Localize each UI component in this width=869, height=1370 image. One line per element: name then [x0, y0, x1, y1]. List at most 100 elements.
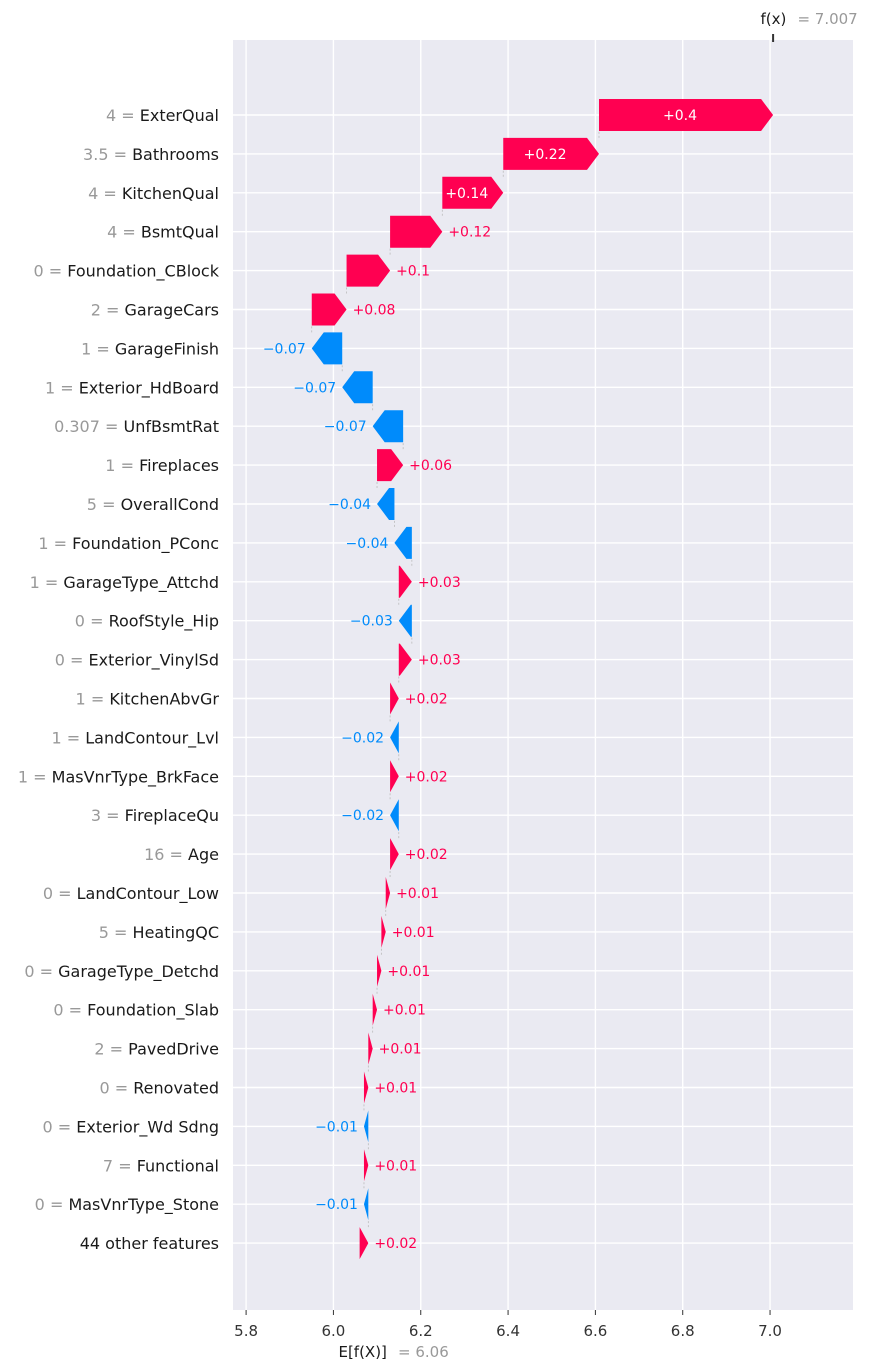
feature-label-7: 1 = Exterior_HdBoard	[45, 378, 219, 398]
bar-4	[346, 254, 391, 287]
feature-name-9: Fireplaces	[139, 456, 219, 475]
feature-value-12: 1 =	[30, 573, 64, 592]
feature-value-6: 1 =	[81, 339, 115, 358]
bar-3	[390, 215, 443, 248]
bar-value-label-8: −0.07	[324, 419, 367, 435]
feature-name-25: Renovated	[133, 1079, 219, 1098]
bar-12	[398, 565, 412, 598]
feature-name-1: Bathrooms	[132, 145, 219, 164]
bar-value-label-27: +0.01	[374, 1158, 417, 1174]
feature-label-15: 1 = KitchenAbvGr	[76, 690, 220, 709]
bar-value-label-14: +0.03	[418, 653, 461, 669]
feature-name-7: Exterior_HdBoard	[79, 378, 219, 398]
feature-value-20: 0 =	[43, 884, 77, 903]
feature-label-13: 0 = RoofStyle_Hip	[75, 612, 219, 632]
feature-value-17: 1 =	[18, 767, 52, 786]
feature-name-23: Foundation_Slab	[87, 1001, 219, 1021]
feature-label-22: 0 = GarageType_Detchd	[24, 962, 219, 982]
waterfall-bars: +0.4 +0.22 +0.14 +0.12 +0.1 +0.08 −0.07 −0.07 −0…	[263, 99, 774, 1260]
feature-value-23: 0 =	[53, 1001, 87, 1020]
bar-value-label-29: +0.02	[374, 1236, 417, 1252]
bar-27	[363, 1149, 369, 1182]
feature-name-26: Exterior_Wd Sdng	[76, 1117, 219, 1137]
feature-label-11: 1 = Foundation_PConc	[38, 534, 219, 554]
feature-name-17: MasVnrType_BrkFace	[52, 767, 219, 787]
bar-value-label-20: +0.01	[396, 886, 439, 902]
feature-name-24: PavedDrive	[128, 1040, 219, 1059]
feature-name-29: 44 other features	[80, 1234, 219, 1253]
feature-value-1: 3.5 =	[83, 145, 132, 164]
bar-value-label-19: +0.02	[405, 847, 448, 863]
bar-28	[363, 1188, 369, 1221]
feature-value-8: 0.307 =	[54, 417, 123, 436]
feature-label-2: 4 = KitchenQual	[88, 184, 219, 203]
x-tick-label-0: 5.8	[234, 1322, 258, 1340]
bar-6	[311, 332, 343, 365]
feature-name-16: LandContour_Lvl	[85, 728, 219, 748]
feature-value-9: 1 =	[105, 456, 139, 475]
bar-19	[390, 838, 399, 871]
bar-value-label-5: +0.08	[353, 303, 396, 319]
feature-value-27: 7 =	[103, 1156, 137, 1175]
feature-value-22: 0 =	[24, 962, 58, 981]
bar-value-label-18: −0.02	[341, 808, 384, 824]
feature-name-27: Functional	[137, 1156, 219, 1175]
feature-label-19: 16 = Age	[144, 845, 219, 864]
feature-value-19: 16 =	[144, 845, 188, 864]
feature-value-28: 0 =	[35, 1195, 69, 1214]
feature-name-5: GarageCars	[125, 301, 219, 320]
grid-lines	[233, 40, 853, 1310]
feature-label-23: 0 = Foundation_Slab	[53, 1001, 219, 1021]
bar-24	[368, 1032, 373, 1065]
bar-9	[377, 449, 404, 482]
feature-name-19: Age	[188, 845, 219, 864]
feature-label-9: 1 = Fireplaces	[105, 456, 219, 475]
feature-value-5: 2 =	[91, 301, 125, 320]
feature-value-0: 4 =	[106, 106, 140, 125]
bar-25	[363, 1071, 369, 1104]
feature-label-25: 0 = Renovated	[100, 1079, 219, 1098]
feature-name-10: OverallCond	[121, 495, 219, 514]
bar-value-label-6: −0.07	[263, 341, 306, 357]
x-tick-label-3: 6.4	[496, 1322, 520, 1340]
bar-15	[390, 682, 399, 715]
feature-labels: 4 = ExterQual 3.5 = Bathrooms 4 = KitchenQ…	[18, 106, 220, 1253]
bar-11	[394, 526, 412, 559]
bar-10	[377, 488, 395, 520]
base-value: = 6.06	[398, 1343, 449, 1361]
feature-label-27: 7 = Functional	[103, 1156, 219, 1175]
feature-label-6: 1 = GarageFinish	[81, 339, 219, 358]
feature-value-15: 1 =	[76, 690, 110, 709]
x-tick-label-5: 6.8	[671, 1322, 695, 1340]
feature-label-24: 2 = PavedDrive	[94, 1040, 219, 1059]
feature-value-18: 3 =	[91, 806, 125, 825]
feature-value-4: 0 =	[33, 262, 67, 281]
feature-value-24: 2 =	[94, 1040, 128, 1059]
feature-value-16: 1 =	[52, 728, 86, 747]
bar-7	[342, 371, 373, 404]
bar-26	[363, 1110, 369, 1143]
bar-value-label-0: +0.4	[663, 108, 697, 124]
feature-label-20: 0 = LandContour_Low	[43, 884, 219, 904]
bar-0	[599, 99, 774, 131]
x-tick-label-1: 6.0	[321, 1322, 345, 1340]
feature-value-10: 5 =	[87, 495, 121, 514]
feature-label-17: 1 = MasVnrType_BrkFace	[18, 767, 219, 787]
feature-label-29: 44 other features	[80, 1234, 219, 1253]
bar-value-label-15: +0.02	[405, 692, 448, 708]
feature-value-3: 4 =	[107, 223, 141, 242]
bar-value-label-12: +0.03	[418, 575, 461, 591]
feature-label-4: 0 = Foundation_CBlock	[33, 262, 219, 282]
x-axis-ticks: 5.8 6.0 6.2 6.4 6.6 6.8 7.0	[234, 1310, 782, 1340]
feature-name-8: UnfBsmtRat	[124, 417, 220, 436]
x-tick-label-4: 6.6	[583, 1322, 607, 1340]
feature-value-2: 4 =	[88, 184, 122, 203]
feature-label-18: 3 = FireplaceQu	[91, 806, 219, 825]
bar-value-label-2: +0.14	[445, 186, 488, 202]
bar-value-label-25: +0.01	[374, 1081, 417, 1097]
feature-value-13: 0 =	[75, 612, 109, 631]
base-value-label: E[f(X)] = 6.06	[338, 1342, 448, 1361]
bar-value-label-9: +0.06	[409, 458, 452, 474]
bar-value-label-26: −0.01	[315, 1119, 358, 1135]
